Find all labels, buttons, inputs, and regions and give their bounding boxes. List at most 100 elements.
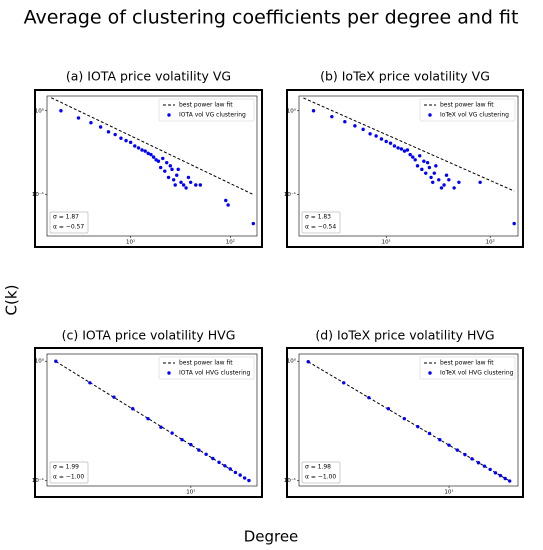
data-point <box>211 456 215 461</box>
panel-frame <box>34 89 263 248</box>
data-point <box>463 452 467 457</box>
data-point <box>408 152 412 157</box>
data-point <box>384 139 388 144</box>
data-point <box>420 167 424 172</box>
data-point <box>176 167 180 172</box>
data-point <box>89 121 93 125</box>
plot-area <box>46 353 258 487</box>
data-point <box>136 146 141 150</box>
fit-line <box>307 361 510 482</box>
data-point <box>226 203 230 207</box>
data-point <box>424 171 428 175</box>
panel-title: (b) IoTeX price volatility VG <box>320 69 490 84</box>
data-point <box>425 160 430 165</box>
annotation-text: σ = 1.98 <box>305 464 331 471</box>
panel-frame <box>286 89 524 248</box>
y-tick-label: 10⁰ <box>287 358 297 365</box>
annotation-text: α = −0.54 <box>305 224 336 231</box>
data-point <box>455 448 460 452</box>
data-point <box>163 169 167 173</box>
plot-area <box>298 353 519 487</box>
data-point <box>217 460 221 465</box>
y-tick-label: 10⁻¹ <box>32 477 44 484</box>
legend-marker <box>167 371 171 375</box>
data-point <box>442 183 446 187</box>
data-point <box>131 407 135 411</box>
legend-label: IoTeX vol HVG clustering <box>440 370 514 377</box>
data-point <box>432 171 437 175</box>
annotation-text: σ = 1.83 <box>305 214 331 221</box>
data-point <box>156 159 161 163</box>
data-point <box>416 424 420 429</box>
legend-box <box>419 98 516 122</box>
panel-frame <box>34 347 263 498</box>
data-point <box>146 151 150 156</box>
data-point <box>186 175 191 180</box>
data-point <box>170 167 174 172</box>
data-point <box>133 144 137 148</box>
legend-box <box>158 356 255 380</box>
annotation-box <box>49 211 89 234</box>
annotation-text: α = −1.00 <box>53 474 84 481</box>
y-tick-label: 10⁰ <box>35 358 45 365</box>
data-point <box>76 116 81 120</box>
data-point <box>119 136 123 140</box>
data-point <box>415 164 420 168</box>
data-point <box>367 395 371 400</box>
data-point <box>194 183 198 187</box>
data-point <box>341 381 346 385</box>
x-tick-label: 10¹ <box>126 239 135 246</box>
data-point <box>113 132 117 137</box>
data-point <box>476 461 481 465</box>
legend-marker <box>167 113 171 117</box>
data-point <box>507 479 512 483</box>
data-point <box>198 183 203 187</box>
data-point <box>405 148 410 152</box>
data-point <box>98 125 103 129</box>
data-point <box>402 149 407 153</box>
data-point <box>165 160 169 165</box>
data-point <box>223 464 227 468</box>
data-point <box>429 175 433 180</box>
x-tick-label: 10² <box>226 239 235 246</box>
data-point <box>427 431 432 436</box>
data-point <box>224 198 228 203</box>
legend-box <box>419 356 516 380</box>
annotation-text: σ = 1.99 <box>53 464 79 471</box>
panel-title: (a) IOTA price volatility VG <box>66 69 231 84</box>
y-tick-label: 10⁻¹ <box>32 191 44 198</box>
annotation-box <box>301 461 341 484</box>
x-tick-label: 10¹ <box>186 489 195 496</box>
data-point <box>54 359 58 363</box>
annotation-box <box>49 461 89 484</box>
data-point <box>158 165 163 170</box>
data-point <box>251 221 256 226</box>
data-point <box>493 471 498 475</box>
data-point <box>243 476 247 480</box>
data-point <box>311 109 316 113</box>
data-point <box>452 186 456 190</box>
data-point <box>106 130 111 134</box>
data-point <box>512 221 516 226</box>
legend-label: best power law fit <box>179 360 233 367</box>
panel-title: (d) IoTeX price volatility HVG <box>315 328 494 343</box>
data-point <box>478 180 482 184</box>
annotation-box <box>301 211 341 234</box>
data-point <box>175 173 179 177</box>
data-point <box>444 173 449 177</box>
data-point <box>179 180 183 184</box>
data-point <box>184 186 188 190</box>
figure-title: Average of clustering coefficients per d… <box>24 7 519 29</box>
data-point <box>427 165 432 170</box>
x-tick-label: 10² <box>486 239 495 246</box>
data-point <box>386 407 391 411</box>
data-point <box>396 146 400 150</box>
y-tick-label: 10⁰ <box>35 107 45 114</box>
data-point <box>188 180 193 184</box>
data-point <box>411 155 415 159</box>
data-point <box>112 395 116 399</box>
data-point <box>374 134 378 138</box>
legend-label: IOTA vol HVG clustering <box>179 370 251 377</box>
data-point <box>306 360 310 364</box>
legend-label: best power law fit <box>440 360 494 367</box>
